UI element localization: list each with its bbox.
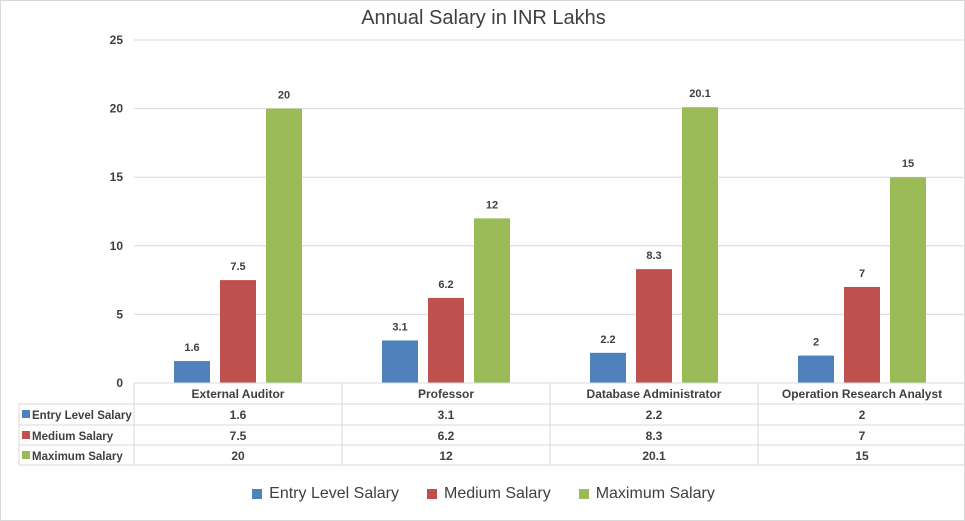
table-cell: 20.1 (642, 449, 666, 463)
legend-key-swatch (22, 451, 30, 459)
table-cell: 1.6 (230, 408, 247, 422)
category-label: Operation Research Analyst (782, 387, 942, 401)
bar-entry-level-salary (798, 355, 834, 383)
y-tick-label: 10 (110, 239, 124, 253)
data-label: 7.5 (230, 261, 245, 273)
table-cell: 7 (859, 429, 866, 443)
legend-key-swatch (22, 431, 30, 439)
legend-label: Medium Salary (444, 485, 551, 502)
legend-swatch (578, 489, 589, 499)
data-label: 2 (813, 337, 819, 349)
data-label: 12 (486, 199, 498, 211)
bar-medium-salary (220, 280, 256, 383)
y-tick-label: 25 (110, 33, 124, 47)
y-tick-label: 0 (116, 376, 123, 390)
table-cell: 6.2 (438, 429, 455, 443)
bar-maximum-salary (682, 107, 718, 383)
chart-title: Annual Salary in INR Lakhs (361, 7, 606, 29)
data-label: 20 (278, 90, 290, 102)
legend-label: Maximum Salary (595, 485, 715, 502)
table-cell: 20 (231, 449, 245, 463)
bar-maximum-salary (890, 177, 926, 383)
category-label: Database Administrator (587, 387, 722, 401)
data-label: 20.1 (689, 88, 710, 100)
category-label: External Auditor (192, 387, 285, 401)
table-cell: 3.1 (438, 408, 455, 422)
bar-medium-salary (844, 286, 880, 383)
table-row-header: Medium Salary (32, 431, 114, 443)
data-label: 7 (859, 268, 865, 280)
legend-key-swatch (22, 410, 30, 418)
bar-entry-level-salary (174, 361, 210, 383)
legend-label: Entry Level Salary (269, 485, 399, 502)
table-cell: 12 (439, 449, 453, 463)
bar-entry-level-salary (590, 352, 626, 383)
table-row-header: Entry Level Salary (32, 410, 132, 422)
data-label: 2.2 (600, 334, 615, 346)
data-label: 3.1 (392, 321, 407, 333)
table-cell: 15 (855, 449, 869, 463)
data-label: 6.2 (438, 279, 453, 291)
bar-maximum-salary (474, 218, 510, 383)
data-label: 15 (902, 158, 914, 170)
bar-maximum-salary (266, 108, 302, 383)
y-tick-label: 5 (116, 307, 123, 321)
legend-swatch (252, 489, 263, 499)
legend: Entry Level Salary Medium Salary Maximum S… (1, 485, 964, 503)
table-row-header: Maximum Salary (32, 451, 123, 463)
legend-item: Medium Salary (427, 485, 551, 503)
bar-medium-salary (428, 297, 464, 383)
legend-swatch (427, 489, 437, 499)
bar-medium-salary (636, 269, 672, 383)
table-cell: 8.3 (646, 429, 663, 443)
category-label: Professor (418, 387, 474, 401)
y-tick-label: 20 (110, 102, 124, 116)
legend-item: Entry Level Salary (252, 485, 399, 503)
y-tick-label: 15 (110, 170, 124, 184)
data-label: 1.6 (184, 342, 199, 354)
bar-entry-level-salary (382, 340, 418, 383)
table-cell: 2 (859, 408, 866, 422)
legend-item: Maximum Salary (578, 485, 715, 503)
table-cell: 2.2 (646, 408, 663, 422)
data-label: 8.3 (646, 250, 661, 262)
table-cell: 7.5 (230, 429, 247, 443)
